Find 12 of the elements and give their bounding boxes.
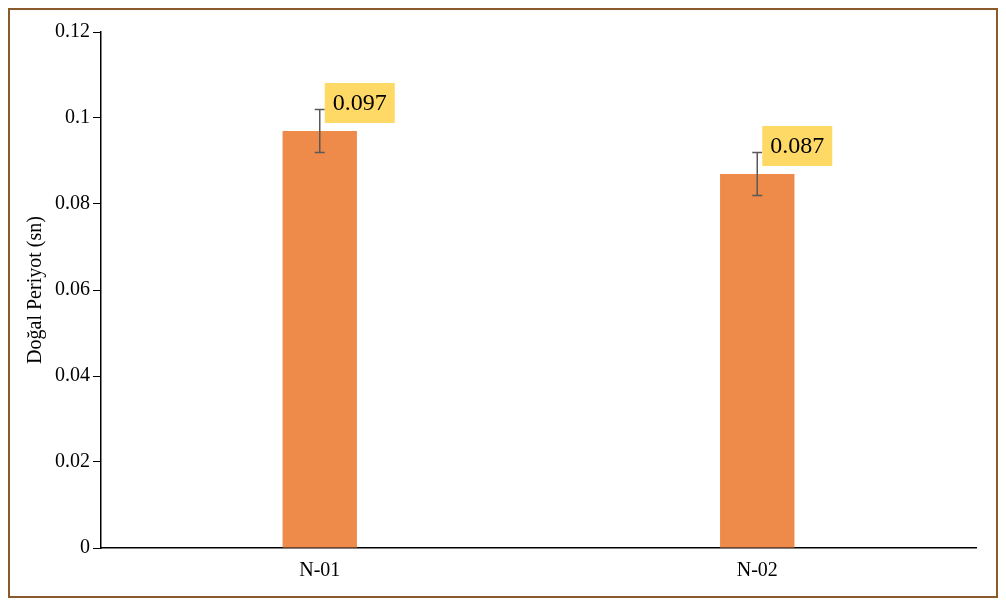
data-label: 0.097: [332, 89, 387, 116]
y-tick-label: 0.06: [55, 277, 90, 300]
data-label: 0.087: [770, 132, 825, 159]
y-tick-label: 0.1: [65, 105, 90, 128]
y-tick-label: 0.12: [55, 19, 90, 42]
y-tick-label: 0.02: [55, 449, 90, 472]
y-tick-label: 0.08: [55, 191, 90, 214]
x-tick-label: N-02: [736, 558, 778, 581]
y-tick-label: 0.04: [55, 363, 90, 386]
y-tick-label: 0: [80, 535, 90, 558]
y-axis-title: Doğal Periyot (sn): [23, 216, 47, 364]
x-tick-label: N-01: [299, 558, 341, 581]
